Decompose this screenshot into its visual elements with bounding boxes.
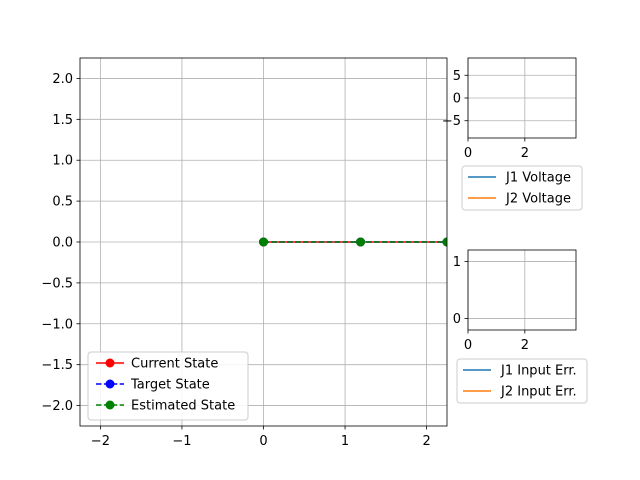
arm-ytick-label-3: −0.5 — [41, 276, 73, 291]
arm-xtick-label-0: −2 — [91, 434, 110, 449]
voltage-ytick-label-0: −5 — [442, 114, 461, 129]
arm-legend-box — [87, 351, 249, 421]
arm-ytick-label-4: 0.0 — [52, 236, 73, 251]
arm-series-2-point-1 — [356, 237, 366, 247]
arm-legend-label-1: Target State — [130, 378, 210, 393]
arm-legend-marker-1 — [105, 379, 115, 389]
voltage-axes: J1 Voltage J2 Voltage — [461, 57, 583, 211]
arm-ytick-label-5: 0.5 — [52, 195, 73, 210]
error-legend-label-0: J1 Input Err. — [500, 364, 577, 379]
voltage-xtick-label-1: 2 — [521, 146, 529, 161]
voltage-ytick-label-1: 0 — [453, 92, 461, 107]
voltage-legend-label-0: J1 Voltage — [505, 171, 571, 186]
arm-legend-marker-2 — [105, 400, 115, 410]
arm-series-group — [259, 237, 447, 247]
arm-legend: Current State Target State Estimated State — [87, 351, 249, 421]
error-ytick-label-1: 1 — [453, 255, 461, 270]
arm-legend-label-0: Current State — [131, 357, 218, 372]
arm-xtick-label-4: 2 — [422, 434, 430, 449]
arm-xtick-label-1: −1 — [172, 434, 191, 449]
arm-ytick-label-2: −1.0 — [41, 317, 73, 332]
error-frame — [467, 249, 577, 331]
arm-series-2-point-0 — [259, 237, 268, 247]
voltage-xtick-label-0: 0 — [464, 146, 472, 161]
error-xtick-label-1: 2 — [521, 338, 529, 353]
voltage-legend: J1 Voltage J2 Voltage — [461, 165, 583, 211]
voltage-legend-label-1: J2 Voltage — [505, 192, 571, 207]
arm-legend-marker-0 — [105, 358, 115, 368]
error-ytick-label-0: 0 — [453, 312, 461, 327]
voltage-ytick-label-2: 5 — [453, 69, 461, 84]
arm-ytick-label-6: 1.0 — [52, 154, 73, 169]
arm-xtick-label-2: 0 — [259, 434, 267, 449]
error-legend-label-1: J2 Input Err. — [500, 385, 577, 400]
arm-series-2-point-2 — [442, 237, 447, 247]
arm-ytick-label-1: −1.5 — [41, 358, 73, 373]
arm-ytick-label-8: 2.0 — [52, 72, 73, 87]
error-xtick-label-0: 0 — [464, 338, 472, 353]
arm-xtick-label-3: 1 — [341, 434, 349, 449]
error-legend: J1 Input Err. J2 Input Err. — [456, 358, 588, 404]
arm-ytick-label-0: −2.0 — [41, 399, 73, 414]
error-axes: J1 Input Err. J2 Input Err. — [456, 249, 588, 404]
arm-legend-label-2: Estimated State — [131, 399, 235, 414]
arm-ytick-label-7: 1.5 — [52, 113, 73, 128]
arm-axes: Current State Target State Estimated State — [76, 57, 448, 430]
